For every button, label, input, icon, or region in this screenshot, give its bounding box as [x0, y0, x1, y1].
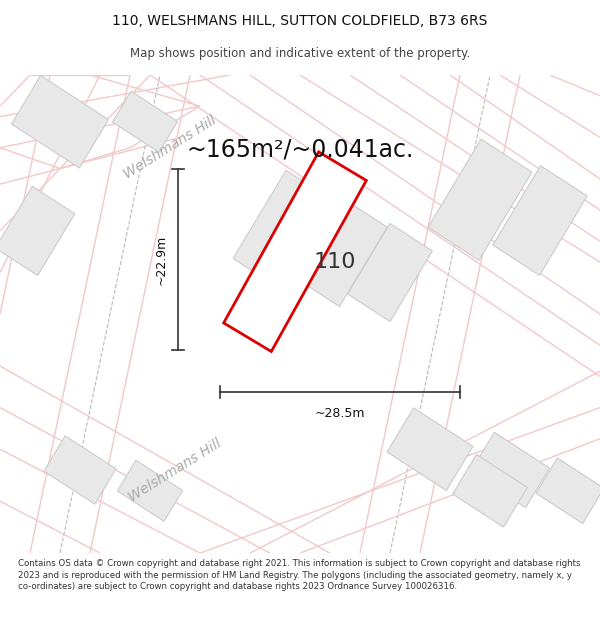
Text: 110: 110	[314, 252, 356, 272]
Polygon shape	[118, 460, 182, 521]
Polygon shape	[493, 166, 587, 276]
Text: Welshmans Hill: Welshmans Hill	[126, 436, 224, 504]
Text: Map shows position and indicative extent of the property.: Map shows position and indicative extent…	[130, 48, 470, 61]
Polygon shape	[293, 197, 387, 306]
Polygon shape	[536, 458, 600, 524]
Polygon shape	[11, 76, 109, 168]
Text: Welshmans Hill: Welshmans Hill	[121, 114, 219, 182]
Text: ~22.9m: ~22.9m	[155, 234, 168, 284]
Text: Contains OS data © Crown copyright and database right 2021. This information is : Contains OS data © Crown copyright and d…	[18, 559, 581, 591]
Text: ~165m²/~0.041ac.: ~165m²/~0.041ac.	[187, 138, 413, 162]
Polygon shape	[224, 152, 367, 351]
Polygon shape	[44, 436, 116, 504]
Text: 110, WELSHMANS HILL, SUTTON COLDFIELD, B73 6RS: 110, WELSHMANS HILL, SUTTON COLDFIELD, B…	[112, 14, 488, 28]
Polygon shape	[0, 186, 75, 276]
Polygon shape	[428, 139, 532, 261]
Polygon shape	[470, 432, 550, 508]
Polygon shape	[112, 91, 178, 152]
Text: ~28.5m: ~28.5m	[315, 407, 365, 419]
Polygon shape	[452, 454, 527, 527]
Polygon shape	[387, 408, 473, 491]
Polygon shape	[233, 171, 337, 291]
Polygon shape	[347, 224, 433, 321]
